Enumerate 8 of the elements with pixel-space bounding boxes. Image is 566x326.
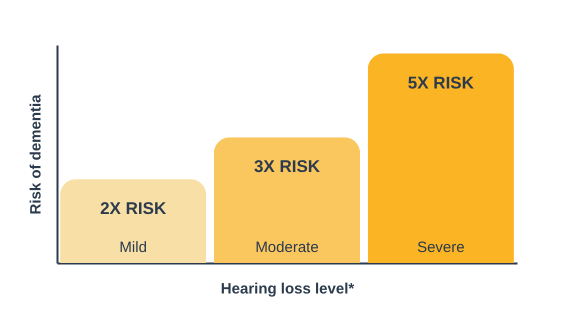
data-label: 3X RISK xyxy=(254,157,321,176)
x-tick-label: Severe xyxy=(417,239,465,256)
y-axis-title: Risk of dementia xyxy=(28,94,44,215)
data-label: 2X RISK xyxy=(100,199,167,218)
x-tick-label: Moderate xyxy=(255,239,319,256)
x-tick-label: Mild xyxy=(119,239,147,256)
x-axis-title: Hearing loss level* xyxy=(220,280,354,298)
data-label: 5X RISK xyxy=(408,73,475,92)
